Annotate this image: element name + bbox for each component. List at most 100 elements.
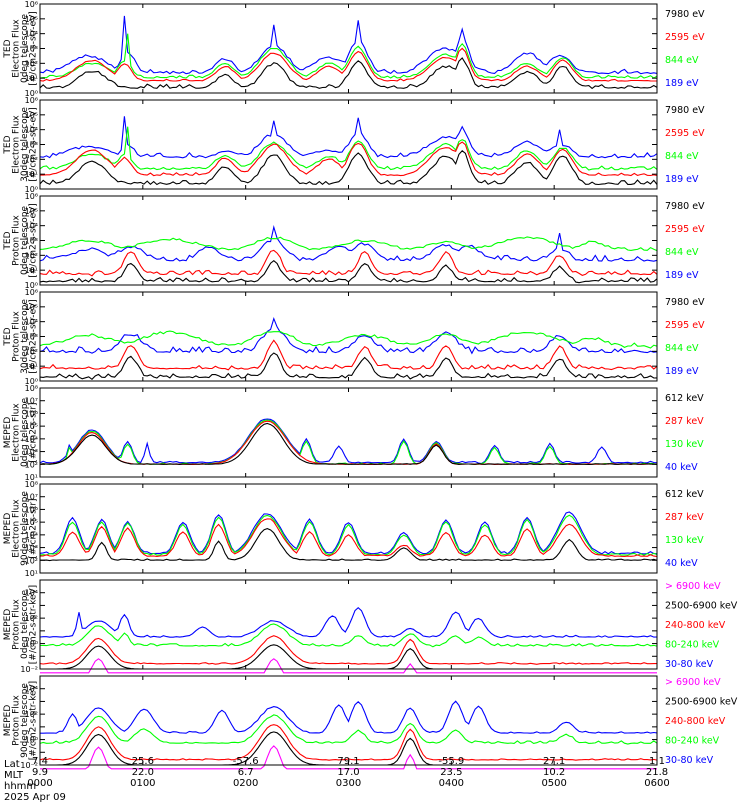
- meped-proton-90deg-series-0: [40, 700, 658, 734]
- x-axis-row-labels: Lat MLT hhmm 2025 Apr 09: [4, 759, 66, 803]
- meped-electron-90deg-ytick-label-3: 10⁴: [25, 531, 38, 540]
- meped-electron-90deg-series-0: [39, 511, 658, 555]
- ted-electron-30deg-ytick-label-5: 10⁵: [25, 111, 38, 120]
- meped-proton-90deg-ytick-label-0: 10⁻²: [20, 761, 38, 770]
- meped-proton-0deg-ytick-label-0: 10⁻²: [20, 665, 38, 674]
- x-tick-label-mlt-6: 21.8: [646, 767, 668, 778]
- meped-proton-90deg-ylabel-line-3: [#/cm2-s-str-keV]: [29, 681, 39, 760]
- ted-proton-0deg-ytick-label-5: 10⁵: [25, 207, 38, 216]
- ted-electron-0deg-ylabel-line-0: TED: [3, 39, 13, 58]
- ted-proton-0deg-series-2: [39, 249, 658, 277]
- meped-electron-0deg-series-1: [40, 419, 658, 465]
- x-tick-label-hhmm-3: 0300: [336, 778, 361, 789]
- ted-electron-0deg-legend-1: 2595 eV: [665, 32, 705, 43]
- ted-electron-30deg-ytick-label-0: 10⁰: [25, 185, 38, 194]
- meped-proton-0deg-legend-3: 80-240 keV: [665, 640, 720, 651]
- meped-proton-0deg-legend-4: 30-80 keV: [665, 659, 714, 670]
- ted-electron-30deg-ylabel-line-0: TED: [3, 135, 13, 154]
- ted-electron-30deg-ytick-label-4: 10⁴: [25, 126, 38, 135]
- ted-proton-30deg-ytick-label-1: 10¹: [25, 362, 38, 371]
- ted-proton-0deg-series-0: [39, 225, 658, 262]
- ted-proton-0deg-legend-0: 7980 eV: [665, 201, 705, 212]
- x-tick-label-hhmm-0: 0000: [27, 778, 52, 789]
- ted-proton-30deg-ytick-label-6: 10⁶: [25, 288, 38, 297]
- meped-electron-90deg-legend-1: 287 keV: [665, 512, 704, 523]
- meped-electron-0deg-ytick-label-0: 10¹: [25, 473, 38, 482]
- meped-proton-90deg-legend-3: 80-240 keV: [665, 736, 720, 747]
- ted-electron-30deg-ytick-label-3: 10³: [25, 141, 38, 150]
- meped-electron-0deg-ylabel-line-3: [#/cm2-s-str]: [29, 402, 39, 462]
- x-row-label-hhmm: hhmm: [4, 781, 37, 792]
- ted-proton-30deg-series-2: [39, 339, 658, 371]
- meped-proton-0deg-series-1: [39, 623, 658, 648]
- meped-proton-0deg-ylabel-line-2: 0deg telescope: [20, 590, 30, 660]
- ted-proton-30deg-ylabel-line-0: TED: [3, 327, 13, 346]
- x-tick-label-lat-0: 7.4: [32, 756, 48, 767]
- meped-electron-90deg-ytick-label-5: 10⁶: [25, 505, 38, 514]
- x-tick-label-mlt-1: 22.0: [132, 767, 154, 778]
- meped-electron-90deg-legend-3: 40 keV: [665, 558, 698, 569]
- meped-electron-90deg-legend-2: 130 keV: [665, 535, 704, 546]
- x-tick-label-lat-3: 79.1: [337, 756, 359, 767]
- ted-proton-30deg-ylabel-line-2: 30deg telescope: [20, 299, 30, 374]
- meped-proton-0deg-legend-0: > 6900 keV: [665, 581, 721, 592]
- ted-proton-0deg-ylabel-line-3: [#/cm2-s-str-eV]: [29, 203, 39, 278]
- meped-proton-0deg-ylabel-line-1: Proton Flux: [12, 599, 22, 650]
- ted-electron-0deg-series-2: [39, 47, 657, 82]
- ted-electron-0deg-ytick-label-5: 10⁵: [25, 15, 38, 24]
- meped-electron-90deg-ytick-label-7: 10⁸: [25, 480, 38, 489]
- meped-electron-0deg-ytick-label-3: 10⁴: [25, 435, 38, 444]
- ted-electron-30deg-legend-3: 189 eV: [665, 174, 699, 185]
- ted-electron-0deg-ytick-label-6: 10⁶: [25, 0, 38, 9]
- meped-proton-90deg-ylabel-line-0: MEPED: [3, 705, 13, 737]
- meped-electron-0deg-series-3: [39, 422, 658, 465]
- meped-proton-0deg-ytick-label-6: 10⁴: [25, 589, 38, 598]
- ted-proton-30deg-ytick-label-5: 10⁵: [25, 303, 38, 312]
- ted-electron-30deg-series-1: [39, 126, 658, 171]
- ted-proton-0deg-series-3: [39, 259, 658, 284]
- meped-electron-0deg-ytick-label-5: 10⁶: [25, 409, 38, 418]
- meped-electron-0deg-ytick-label-4: 10⁵: [25, 422, 38, 431]
- x-tick-label-mlt-4: 23.5: [440, 767, 462, 778]
- meped-electron-90deg-ytick-label-1: 10²: [25, 556, 38, 565]
- ted-proton-0deg-ytick-label-0: 10⁰: [25, 281, 38, 290]
- meped-electron-90deg-ytick-label-0: 10¹: [25, 569, 38, 578]
- x-tick-label-mlt-0: 9.9: [32, 767, 48, 778]
- meped-electron-0deg-ylabel-line-2: 0deg telescope: [20, 398, 30, 468]
- meped-proton-90deg-legend-1: 2500-6900 keV: [665, 697, 738, 708]
- meped-proton-90deg-legend-0: > 6900 keV: [665, 677, 721, 688]
- meped-electron-0deg-legend-1: 287 keV: [665, 416, 704, 427]
- ted-electron-30deg-ylabel-line-2: 30deg telescope: [20, 107, 30, 182]
- meped-electron-90deg-ytick-label-6: 10⁷: [25, 493, 38, 502]
- ted-electron-30deg-series-0: [39, 116, 658, 159]
- ted-proton-30deg-ytick-label-2: 10²: [25, 347, 38, 356]
- ted-electron-0deg-ylabel-line-2: 0deg telescope: [20, 14, 30, 84]
- ted-proton-0deg-ytick-label-4: 10⁴: [25, 222, 38, 231]
- ted-proton-0deg-ytick-label-6: 10⁶: [25, 192, 38, 201]
- ted-electron-30deg-ylabel-line-3: [#/cm2-s-str-eV]: [29, 107, 39, 182]
- x-tick-label-mlt-2: 6.7: [238, 767, 254, 778]
- ted-proton-0deg-legend-1: 2595 eV: [665, 224, 705, 235]
- meped-electron-0deg-ylabel-line-1: Electron Flux: [12, 403, 22, 462]
- meped-proton-90deg-ytick-label-4: 10²: [25, 710, 38, 719]
- ted-proton-30deg-legend-3: 189 eV: [665, 366, 699, 377]
- meped-electron-0deg-series-2: [39, 420, 657, 465]
- meped-electron-90deg-series-2: [39, 518, 658, 557]
- ted-proton-30deg-ylabel-line-3: [#/cm2-s-str-eV]: [29, 299, 39, 374]
- meped-electron-90deg-ylabel-line-2: 90deg telescope: [20, 491, 30, 566]
- ted-proton-30deg-ytick-label-4: 10⁴: [25, 318, 38, 327]
- ted-proton-0deg-ylabel-line-1: Proton Flux: [12, 215, 22, 266]
- x-tick-label-lat-1: 25.6: [132, 756, 154, 767]
- meped-proton-0deg-ytick-label-2: 10⁰: [25, 640, 38, 649]
- x-row-label-lat: Lat: [4, 759, 20, 770]
- meped-proton-0deg-series-2: [39, 635, 657, 665]
- x-tick-label-hhmm-1: 0100: [130, 778, 155, 789]
- meped-electron-0deg-ytick-label-7: 10⁸: [25, 384, 38, 393]
- ted-electron-0deg-ylabel-line-3: [#/cm2-s-str-eV]: [29, 11, 39, 86]
- x-tick-label-lat-6: 1.1: [649, 756, 665, 767]
- meped-proton-90deg-ytick-label-6: 10⁴: [25, 685, 38, 694]
- meped-electron-90deg-ylabel-line-3: [#/cm2-s-str]: [29, 498, 39, 558]
- meped-electron-0deg-legend-0: 612 keV: [665, 393, 704, 404]
- meped-proton-0deg-legend-1: 2500-6900 keV: [665, 601, 738, 612]
- x-tick-label-mlt-5: 10.2: [543, 767, 565, 778]
